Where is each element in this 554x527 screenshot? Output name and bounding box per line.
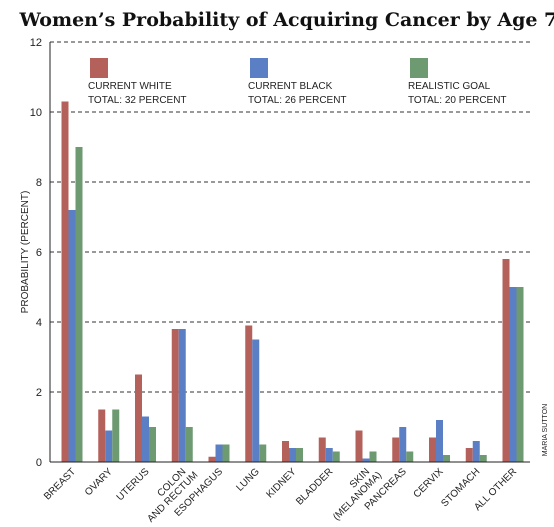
- bar-current-black: [178, 329, 186, 462]
- gridlines: 0 2 4 6 8 10 12: [30, 37, 530, 469]
- x-tick-label: LUNG: [234, 466, 262, 494]
- bars: [61, 101, 524, 462]
- bar-current-black: [252, 339, 260, 462]
- bar-current-black: [215, 444, 223, 462]
- bar-current-white: [135, 374, 142, 462]
- bar-current-black: [436, 420, 443, 462]
- y-tick-label: 12: [30, 37, 42, 49]
- x-tick-label: BREAST: [42, 466, 78, 502]
- bar-realistic-goal: [406, 451, 414, 462]
- y-tick-label: 2: [36, 387, 42, 399]
- bar-realistic-goal: [443, 455, 450, 462]
- bar-current-black: [399, 427, 407, 462]
- x-tick-label-line: BLADDER: [294, 466, 335, 507]
- y-axis-label: PROBABILITY (PERCENT): [20, 191, 31, 314]
- bar-current-black: [325, 448, 333, 462]
- bar-current-white: [502, 259, 510, 462]
- legend-series-total: TOTAL: 26 PERCENT: [248, 95, 347, 106]
- y-tick-label: 0: [36, 457, 42, 469]
- legend-swatch: [90, 58, 108, 78]
- bar-current-black: [362, 458, 370, 462]
- bar-current-white: [318, 437, 326, 462]
- bar-realistic-goal: [516, 287, 524, 462]
- bar-realistic-goal: [185, 427, 193, 462]
- x-tick-label-line: KIDNEY: [265, 466, 299, 500]
- bar-current-white: [282, 441, 289, 462]
- x-tick-label-line: OVARY: [83, 466, 115, 498]
- bar-realistic-goal: [332, 451, 340, 462]
- legend: CURRENT WHITE TOTAL: 32 PERCENT CURRENT BL…: [88, 58, 507, 106]
- bar-realistic-goal: [479, 455, 487, 462]
- y-tick-label: 6: [36, 247, 42, 259]
- x-tick-label: CERVIX: [412, 466, 446, 500]
- legend-series-name: CURRENT WHITE: [88, 81, 172, 92]
- x-tick-label: KIDNEY: [265, 466, 299, 500]
- bar-realistic-goal: [369, 451, 377, 462]
- bar-current-white: [392, 437, 400, 462]
- category-labels: BREAST OVARY UTERUS COLONAND RECTUMESOPHAGU…: [42, 466, 519, 525]
- bar-realistic-goal: [296, 448, 303, 462]
- bar-current-white: [465, 448, 473, 462]
- legend-series-total: TOTAL: 20 PERCENT: [408, 95, 507, 106]
- bar-current-white: [171, 329, 179, 462]
- bar-realistic-goal: [222, 444, 230, 462]
- x-tick-label-line: UTERUS: [115, 466, 152, 503]
- x-tick-label: UTERUS: [115, 466, 152, 503]
- y-tick-label: 10: [30, 107, 42, 119]
- bar-current-black: [105, 430, 113, 462]
- x-tick-label-line: BREAST: [42, 466, 78, 502]
- x-tick-label-line: CERVIX: [412, 466, 446, 500]
- chart-title: Women’s Probability of Acquiring Cancer …: [19, 9, 554, 31]
- bar-current-black: [509, 287, 517, 462]
- bar-current-white: [355, 430, 363, 462]
- bar-current-black: [472, 441, 480, 462]
- bar-current-white: [98, 409, 106, 462]
- bar-realistic-goal: [149, 427, 156, 462]
- x-tick-label: OVARY: [83, 466, 115, 498]
- bar-realistic-goal: [259, 444, 267, 462]
- bar-realistic-goal: [75, 147, 83, 462]
- y-tick-label: 4: [36, 317, 42, 329]
- bar-current-black: [289, 448, 296, 462]
- legend-series-name: CURRENT BLACK: [248, 81, 333, 92]
- legend-series-name: REALISTIC GOAL: [408, 81, 491, 92]
- credit-label: MARIA SUTTON: [542, 404, 549, 456]
- axes: [49, 42, 530, 463]
- legend-swatch: [410, 58, 428, 78]
- x-tick-label: BLADDER: [294, 466, 335, 507]
- legend-series-total: TOTAL: 32 PERCENT: [88, 95, 187, 106]
- bar-current-black: [142, 416, 149, 462]
- bar-current-white: [61, 101, 69, 462]
- y-tick-label: 8: [36, 177, 42, 189]
- bar-current-white: [429, 437, 436, 462]
- bar-realistic-goal: [112, 409, 120, 462]
- x-tick-label-line: LUNG: [234, 466, 262, 494]
- bar-current-white: [245, 325, 253, 462]
- legend-swatch: [250, 58, 268, 78]
- bar-current-white: [208, 456, 216, 462]
- bar-current-black: [68, 210, 76, 462]
